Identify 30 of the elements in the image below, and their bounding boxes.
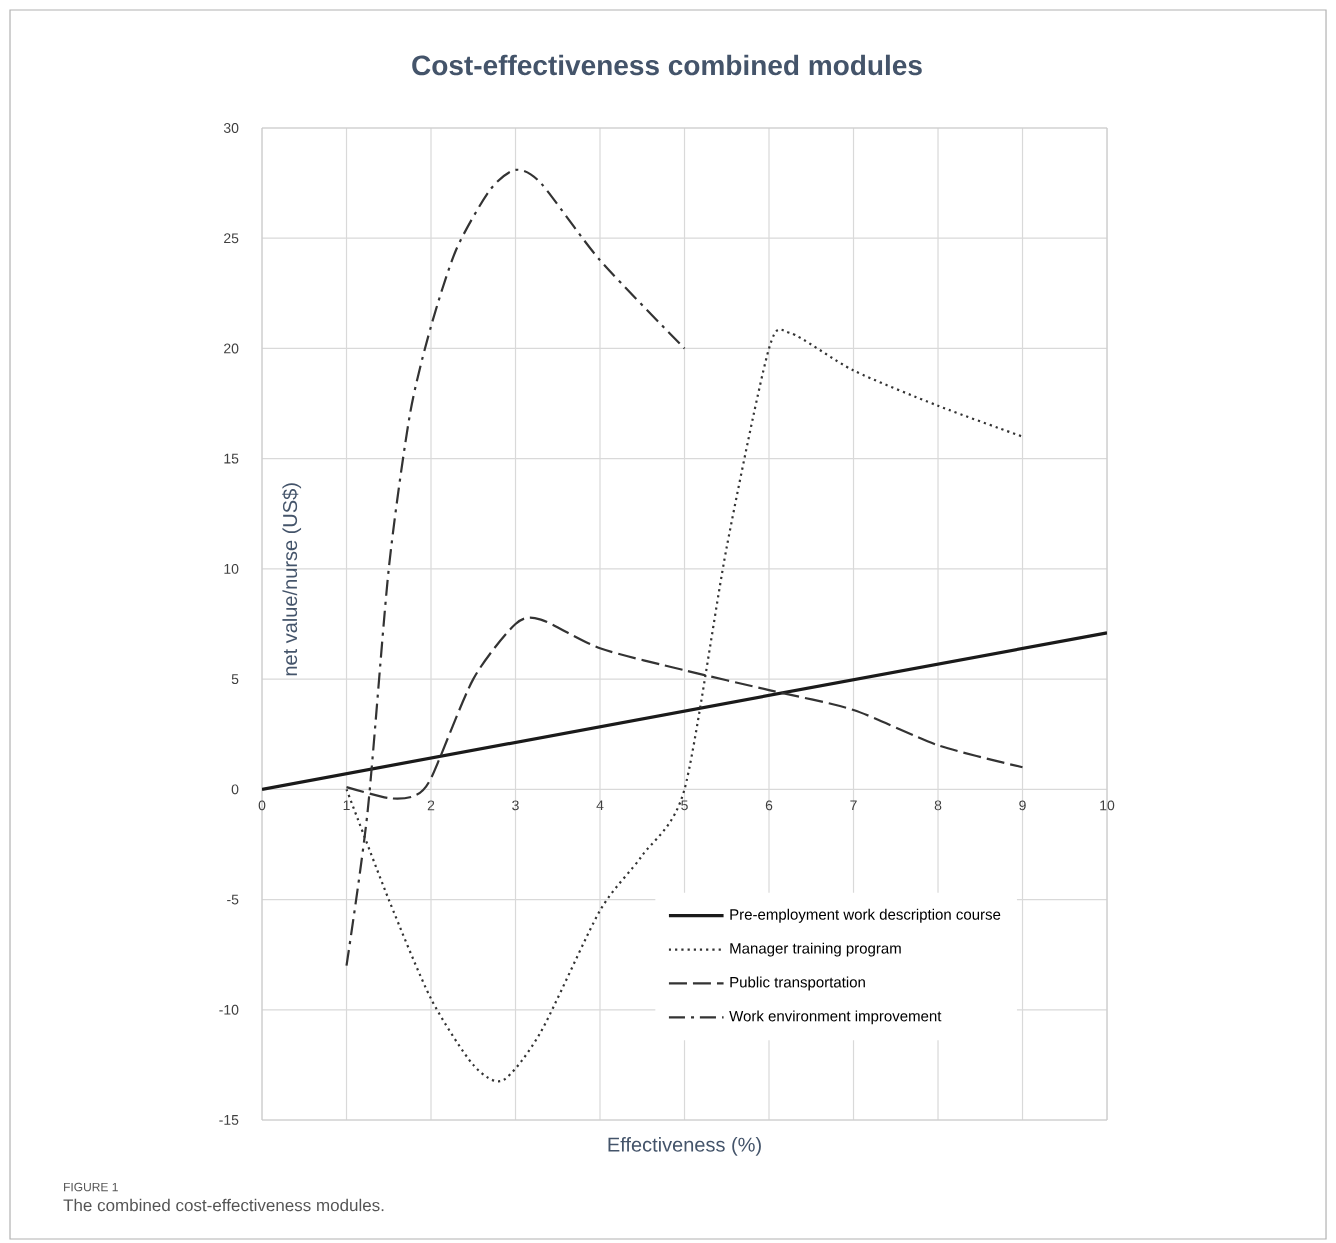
x-tick-label: 5 xyxy=(681,800,688,811)
y-tick-label: 5 xyxy=(231,674,239,684)
legend-label: Pre-employment work description course xyxy=(730,908,1001,923)
x-tick-label: 3 xyxy=(512,800,519,811)
text: The combined cost-effectiveness modules. xyxy=(63,1198,384,1212)
y-axis-title: net value/nurse (US$) xyxy=(282,483,302,676)
x-tick-label: 2 xyxy=(427,800,435,811)
x-tick-label: 1 xyxy=(343,800,350,811)
y-tick-label: 30 xyxy=(223,123,239,133)
y-tick-label: -15 xyxy=(219,1115,239,1125)
y-tick-label: -10 xyxy=(219,1004,239,1015)
x-tick-label: 9 xyxy=(1019,800,1026,811)
legend-label: Work environment improvement xyxy=(729,1010,942,1025)
y-tick-label: 25 xyxy=(224,233,239,244)
x-tick-label: 0 xyxy=(258,800,266,811)
x-tick-label: 6 xyxy=(765,800,773,811)
y-tick-label: 20 xyxy=(224,343,239,354)
legend-label: Manager training program xyxy=(730,942,901,957)
y-tick-label: 15 xyxy=(224,453,239,464)
caption: FIGURE 1 xyxy=(64,1182,118,1192)
x-tick-label: 8 xyxy=(934,800,942,811)
x-axis-title: Effectiveness (%) xyxy=(608,1137,761,1156)
legend-label: Public transportation xyxy=(730,976,865,991)
y-tick-label: -5 xyxy=(227,894,239,905)
y-tick-label: 10 xyxy=(224,563,239,574)
y-tick-label: 0 xyxy=(231,784,239,795)
x-tick-label: 7 xyxy=(850,800,857,811)
chart-title: Cost-effectiveness combined modules xyxy=(412,54,922,76)
x-tick-label: 10 xyxy=(1100,800,1115,811)
x-tick-label: 4 xyxy=(596,800,604,811)
